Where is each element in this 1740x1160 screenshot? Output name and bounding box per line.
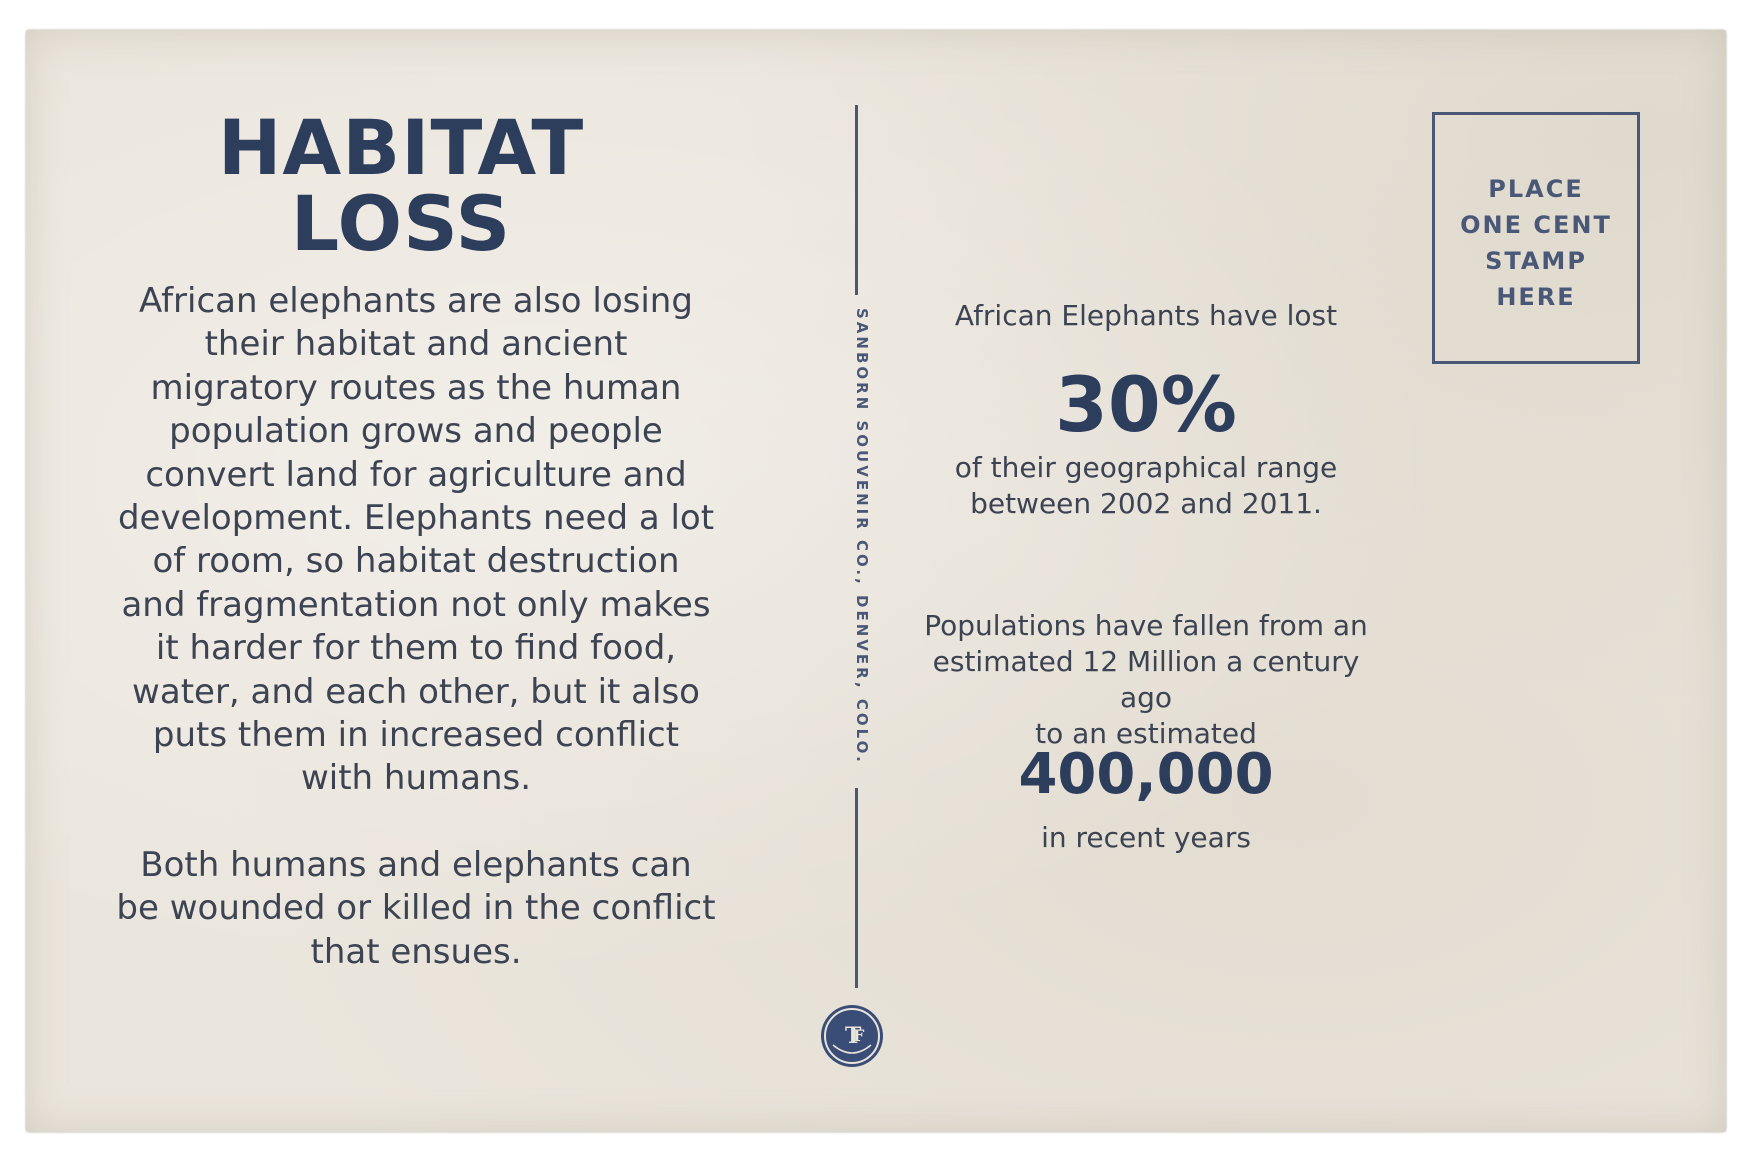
stamp-line-4: HERE <box>1496 283 1576 311</box>
svg-text:F: F <box>853 1026 865 1045</box>
description-paragraph-1: African elephants are also losing their … <box>117 281 715 799</box>
divider-line-bottom <box>855 788 858 988</box>
stat-population-intro: Populations have fallen from an estimate… <box>906 608 1386 752</box>
stat-range-intro: African Elephants have lost <box>954 299 1338 332</box>
stat-population-line-3: to an estimated <box>1035 717 1257 750</box>
svg-text:T: T <box>845 1023 862 1049</box>
divider-line-top <box>855 105 858 295</box>
publisher-logo-icon: T F <box>821 1005 883 1067</box>
stamp-line-2: ONE CENT <box>1460 211 1612 239</box>
stat-population-line-1: Populations have fallen from an <box>924 609 1368 642</box>
stamp-line-1: PLACE <box>1488 175 1584 203</box>
page-title: HABITAT LOSS <box>217 103 585 268</box>
stat-population-caption: in recent years <box>1041 821 1251 854</box>
stamp-line-3: STAMP <box>1485 247 1587 275</box>
stamp-placeholder-box: PLACE ONE CENT STAMP HERE <box>1432 112 1640 364</box>
stat-range-percent: 30% <box>1055 360 1237 449</box>
stat-range-caption-line-1: of their geographical range <box>954 451 1338 484</box>
publisher-imprint: SANBORN SOUVENIR CO., DENVER, COLO. <box>853 308 871 765</box>
stat-range-caption: of their geographical range between 2002… <box>906 450 1386 522</box>
stamp-placeholder-text: PLACE ONE CENT STAMP HERE <box>1460 171 1612 315</box>
stat-population-line-2: estimated 12 Million a century ago <box>932 645 1360 714</box>
habitat-description: African elephants are also losing their … <box>116 280 716 974</box>
stat-range-caption-line-2: between 2002 and 2011. <box>970 487 1322 520</box>
postcard: HABITAT LOSS African elephants are also … <box>26 30 1726 1132</box>
description-paragraph-2: Both humans and elephants can be wounded… <box>116 844 716 972</box>
stat-population-value: 400,000 <box>1018 742 1274 807</box>
